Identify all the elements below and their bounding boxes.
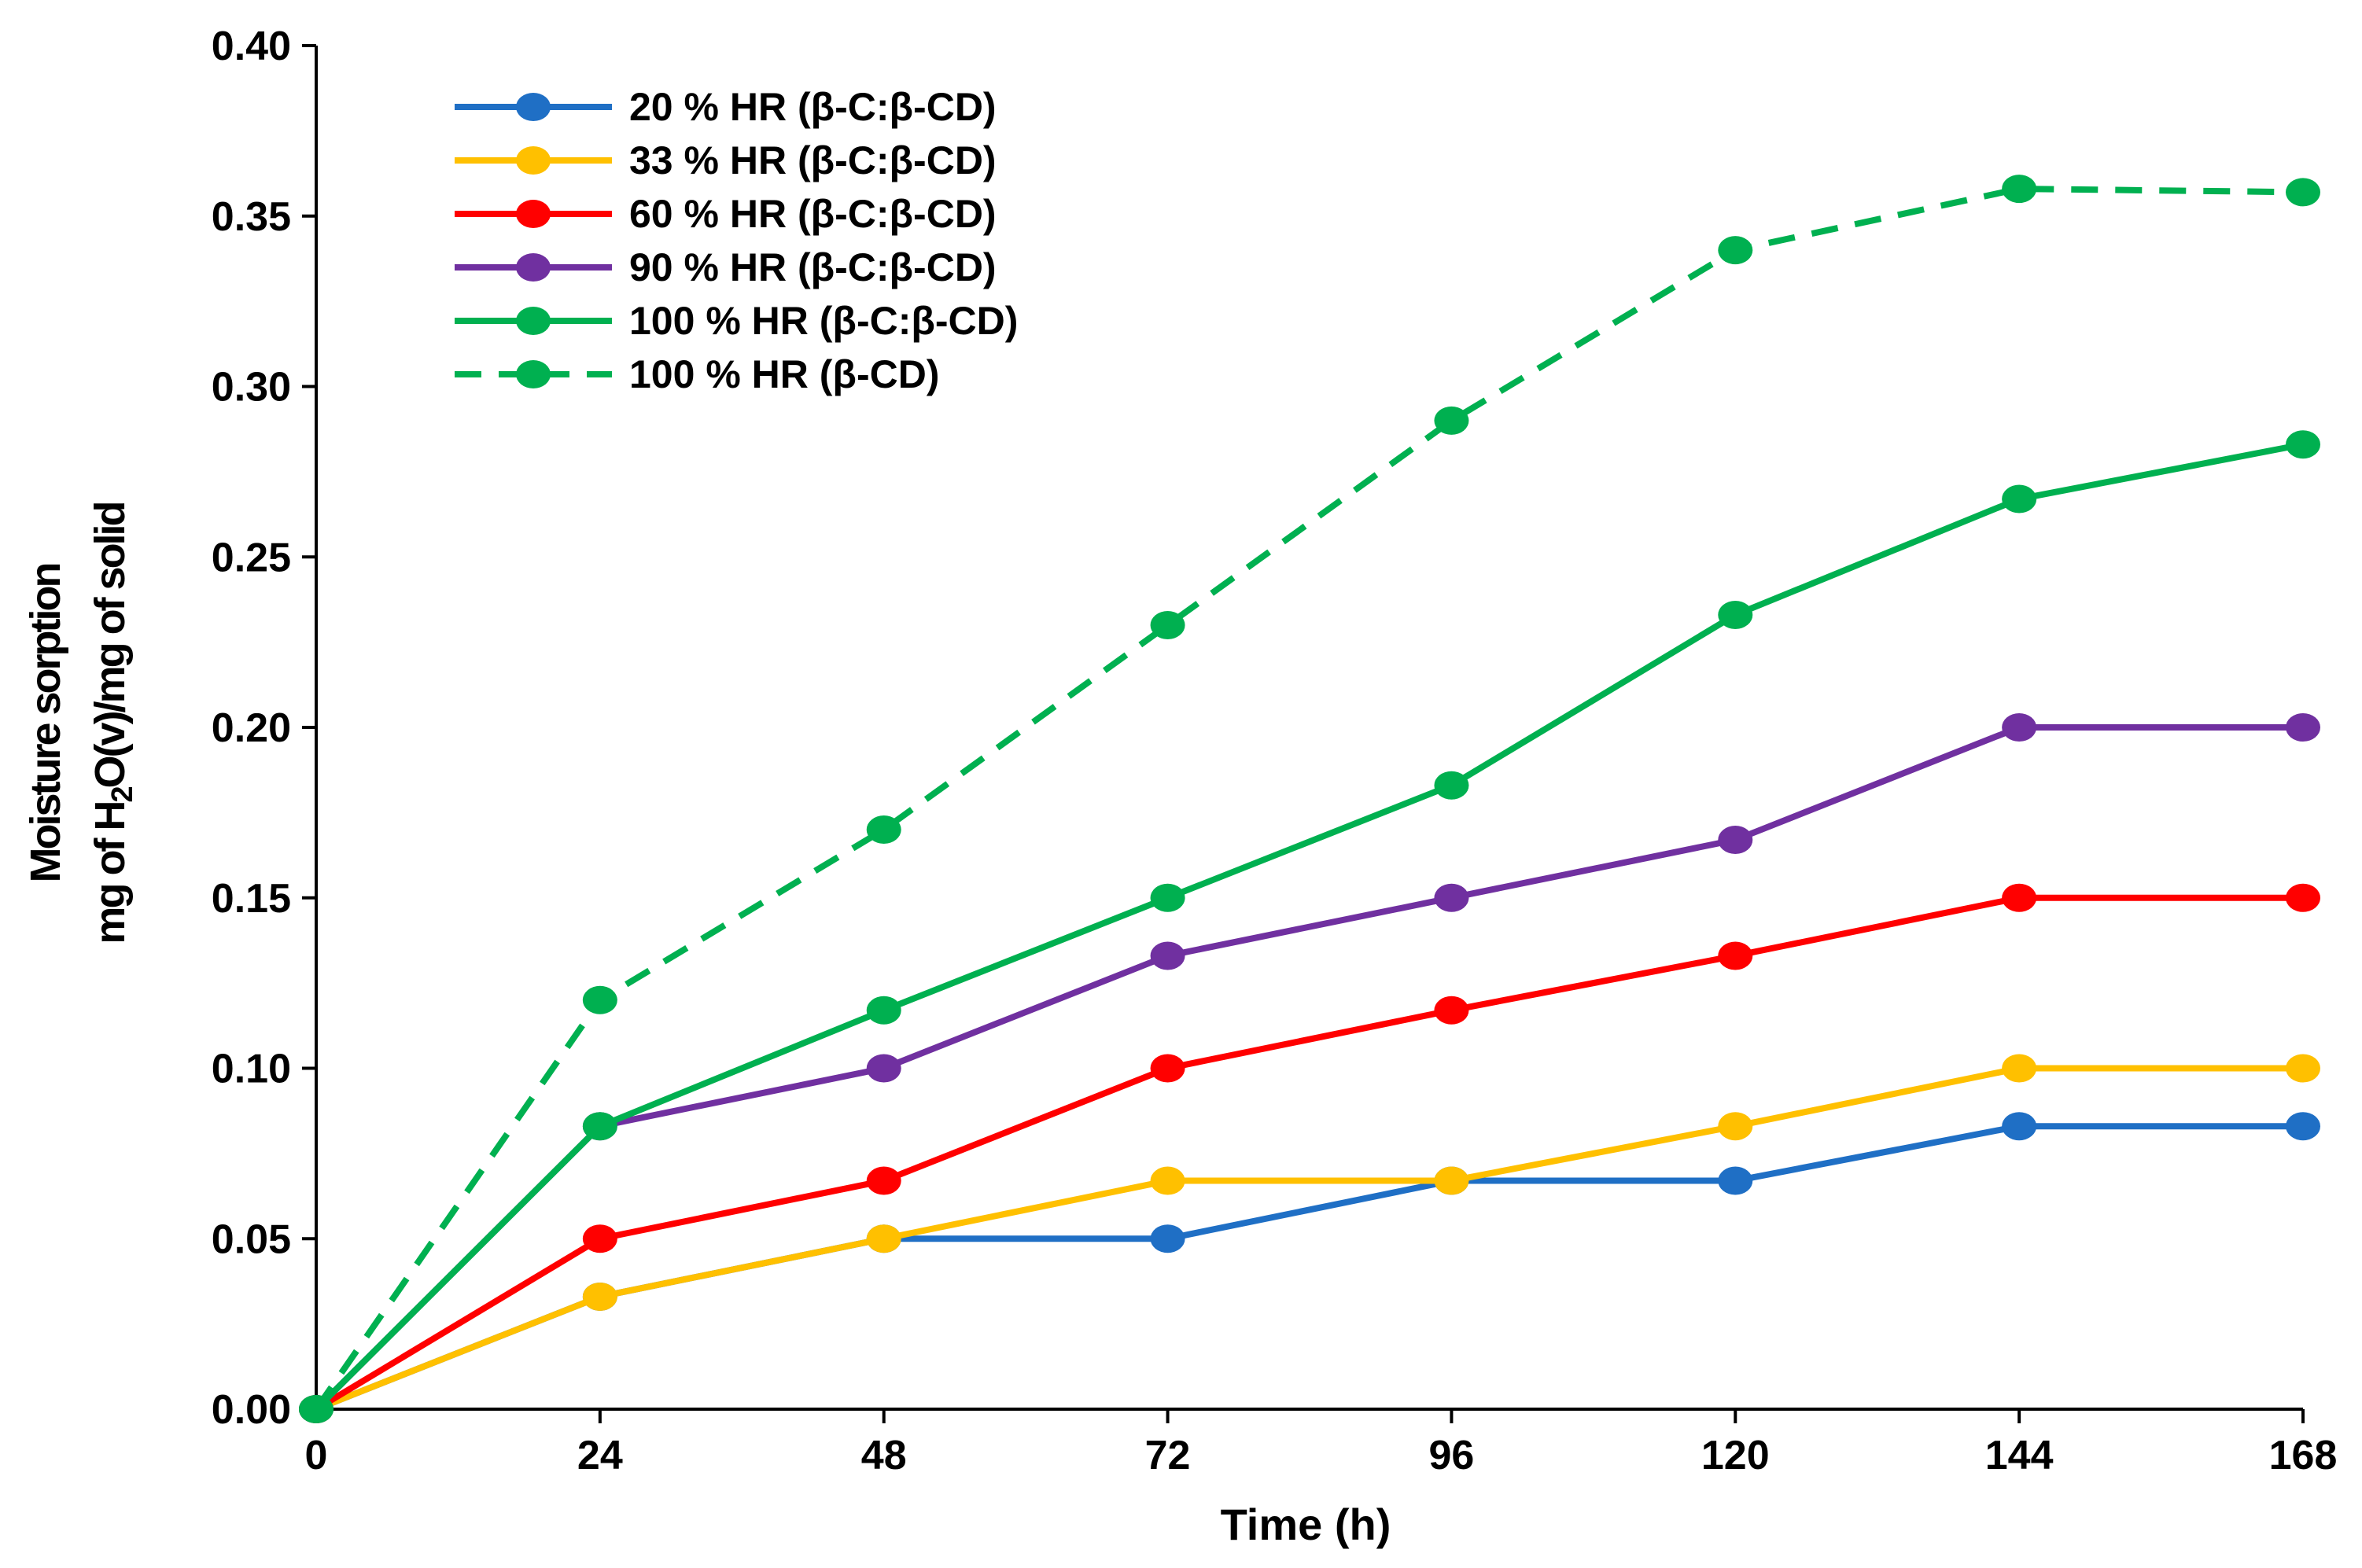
legend-item: 60 % HR (β-C:β-CD) bbox=[455, 192, 997, 236]
legend-swatch-marker bbox=[516, 307, 551, 335]
series-2 bbox=[299, 1054, 2320, 1423]
data-point bbox=[866, 1054, 901, 1083]
data-point bbox=[1150, 1224, 1185, 1253]
data-point bbox=[2286, 1112, 2320, 1141]
y-tick-label: 0.00 bbox=[212, 1387, 291, 1433]
y-tick-label: 0.20 bbox=[212, 705, 291, 751]
x-tick-label: 96 bbox=[1429, 1433, 1475, 1478]
data-point bbox=[866, 815, 901, 845]
data-point bbox=[1718, 826, 1753, 855]
data-point bbox=[1434, 996, 1469, 1025]
x-tick-label: 24 bbox=[577, 1433, 623, 1478]
series-3 bbox=[299, 883, 2320, 1423]
legend-item: 100 % HR (β-C:β-CD) bbox=[455, 299, 1018, 343]
data-point bbox=[582, 1112, 617, 1141]
series-line bbox=[314, 894, 2303, 1412]
data-point bbox=[1150, 941, 1185, 970]
data-point bbox=[2002, 1112, 2037, 1141]
y-tick-label: 0.30 bbox=[212, 365, 291, 410]
data-point bbox=[1434, 771, 1469, 800]
y-tick-label: 0.15 bbox=[212, 876, 291, 922]
data-point bbox=[582, 1282, 617, 1311]
legend-swatch-marker bbox=[516, 146, 551, 175]
data-point bbox=[1150, 883, 1185, 912]
series-line bbox=[314, 724, 2303, 1412]
series-line bbox=[315, 1065, 2303, 1412]
legend-label: 60 % HR (β-C:β-CD) bbox=[629, 192, 997, 236]
data-point bbox=[1150, 1054, 1185, 1083]
legend-swatch-marker bbox=[516, 93, 551, 121]
series-line bbox=[314, 441, 2304, 1412]
series-5 bbox=[299, 430, 2320, 1423]
data-point bbox=[2286, 883, 2320, 912]
x-tick-label: 120 bbox=[1701, 1433, 1770, 1478]
data-point bbox=[1150, 610, 1185, 639]
legend-label: 33 % HR (β-C:β-CD) bbox=[629, 138, 997, 182]
data-point bbox=[1434, 406, 1469, 435]
data-point bbox=[1434, 1166, 1469, 1195]
legend-item: 20 % HR (β-C:β-CD) bbox=[455, 85, 997, 129]
data-point bbox=[2002, 883, 2037, 912]
data-point bbox=[1718, 1112, 1753, 1141]
data-point bbox=[2286, 1054, 2320, 1083]
y-axis-title-line2-pre: mg of H bbox=[87, 803, 134, 944]
data-point bbox=[2286, 713, 2320, 742]
series-6 bbox=[299, 175, 2320, 1423]
series-line bbox=[315, 1123, 2303, 1412]
legend: 20 % HR (β-C:β-CD) 33 % HR (β-C:β-CD) 60 %… bbox=[455, 85, 1018, 396]
y-tick-label: 0.10 bbox=[212, 1047, 291, 1092]
x-tick-label: 0 bbox=[305, 1433, 328, 1478]
data-point bbox=[1434, 883, 1469, 912]
legend-swatch-marker bbox=[516, 253, 551, 282]
x-tick-label: 168 bbox=[2269, 1433, 2338, 1478]
series-1 bbox=[299, 1112, 2320, 1423]
y-axis-title-line2-sub: 2 bbox=[106, 787, 139, 803]
series-layer bbox=[299, 175, 2320, 1423]
data-point bbox=[2002, 713, 2037, 742]
data-point bbox=[1718, 941, 1753, 970]
data-point bbox=[1718, 236, 1753, 265]
data-point bbox=[2286, 430, 2320, 459]
y-axis-title-line1: Moisture sorption bbox=[22, 564, 69, 882]
legend-item: 100 % HR (β-CD) bbox=[455, 352, 939, 396]
y-tick-label: 0.40 bbox=[212, 24, 291, 69]
y-axis-title-line2-post: O(v)/mg of solid bbox=[87, 502, 134, 788]
y-axis-title-line2: mg of H2O(v)/mg of solid bbox=[87, 502, 139, 944]
data-point bbox=[866, 996, 901, 1025]
data-point bbox=[2002, 175, 2037, 204]
legend-label: 100 % HR (β-C:β-CD) bbox=[629, 299, 1018, 343]
data-point bbox=[1718, 600, 1753, 629]
x-axis-title: Time (h) bbox=[1221, 1500, 1391, 1549]
data-point bbox=[299, 1395, 333, 1423]
legend-label: 20 % HR (β-C:β-CD) bbox=[629, 85, 997, 129]
data-point bbox=[866, 1166, 901, 1195]
data-point bbox=[2286, 178, 2320, 207]
legend-item: 90 % HR (β-C:β-CD) bbox=[455, 245, 997, 289]
x-tick-label: 72 bbox=[1145, 1433, 1191, 1478]
y-axis-title: Moisture sorption mg of H2O(v)/mg of sol… bbox=[22, 502, 139, 944]
data-point bbox=[582, 985, 617, 1014]
x-tick-label: 144 bbox=[1985, 1433, 2054, 1478]
legend-item: 33 % HR (β-C:β-CD) bbox=[455, 138, 997, 182]
legend-label: 90 % HR (β-C:β-CD) bbox=[629, 245, 997, 289]
data-point bbox=[582, 1224, 617, 1253]
x-tick-label: 48 bbox=[861, 1433, 907, 1478]
axes: 0.00 0.05 0.10 0.15 0.20 0.25 0.30 0.35 0.40 0 24 4… bbox=[212, 24, 2338, 1478]
data-point bbox=[2002, 1054, 2037, 1083]
data-point bbox=[1150, 1166, 1185, 1195]
data-point bbox=[2002, 484, 2037, 513]
series-line bbox=[313, 186, 2304, 1412]
legend-label: 100 % HR (β-CD) bbox=[629, 352, 939, 396]
data-point bbox=[866, 1224, 901, 1253]
data-point bbox=[1718, 1166, 1753, 1195]
y-tick-label: 0.35 bbox=[212, 194, 291, 240]
legend-swatch-marker bbox=[516, 200, 551, 228]
legend-swatch-marker bbox=[516, 360, 551, 388]
y-tick-label: 0.05 bbox=[212, 1216, 291, 1262]
y-tick-label: 0.25 bbox=[212, 535, 291, 580]
